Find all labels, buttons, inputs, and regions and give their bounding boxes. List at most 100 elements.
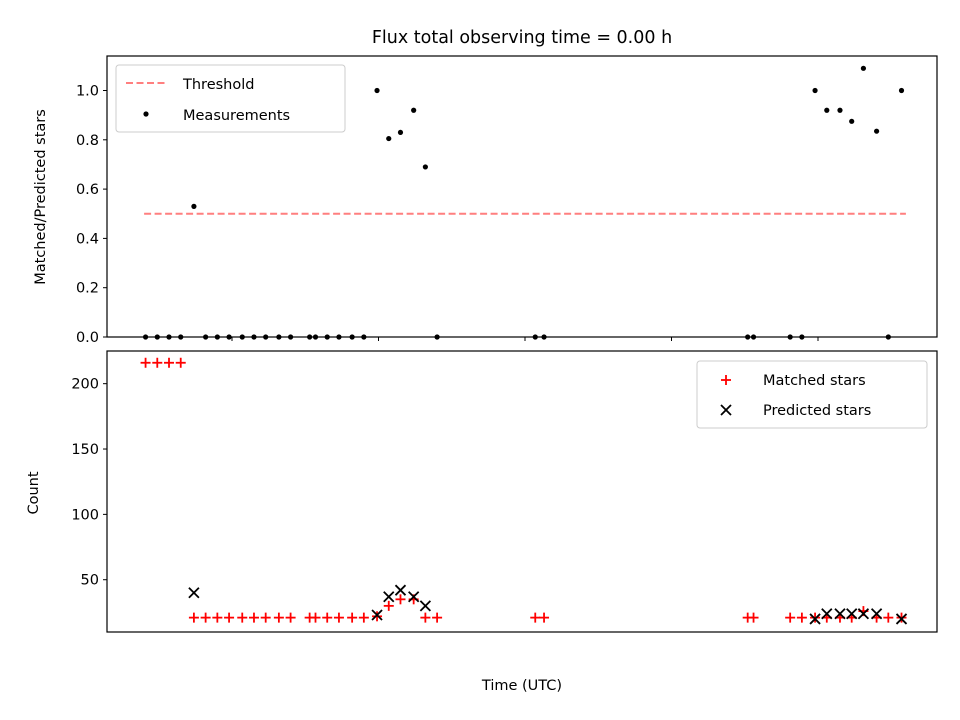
chart-title: Flux total observing time = 0.00 h xyxy=(372,28,672,48)
count-legend-box xyxy=(696,360,928,429)
legend-x-marker-b xyxy=(720,404,732,416)
matched-star-point xyxy=(248,612,259,623)
predicted-star-point-b xyxy=(870,608,883,620)
predicted-star-point xyxy=(394,584,407,596)
predicted-star-point-b xyxy=(408,591,420,603)
predicted-star-point-b xyxy=(419,600,432,612)
count-ytick-label: 200 xyxy=(71,377,99,393)
matched-star-point xyxy=(420,612,431,623)
matched-star-point xyxy=(333,612,344,623)
predicted-star-point-b xyxy=(895,613,908,625)
matched-star-point xyxy=(224,612,235,623)
predicted-star-point xyxy=(821,608,833,620)
matched-star-point xyxy=(140,357,151,368)
predicted-star-point-b xyxy=(834,608,846,620)
count-ytick-label: 150 xyxy=(71,442,99,458)
count-panel: 5010015020021:0022:0023:0000:0001:00 Cou… xyxy=(26,350,938,694)
matched-star-point xyxy=(539,612,550,623)
measurement-point xyxy=(849,118,855,124)
matched-star-point xyxy=(748,612,759,623)
predicted-star-point xyxy=(870,608,883,620)
legend-predicted-swatch xyxy=(720,404,732,416)
measurement-point xyxy=(411,107,417,113)
legend-matched-swatch xyxy=(721,375,731,385)
predicted-star-point-b xyxy=(821,608,833,620)
matched-star-point xyxy=(395,594,406,605)
measurement-point xyxy=(812,87,818,94)
ratio-legend-box xyxy=(115,64,346,133)
matched-star-point xyxy=(347,612,358,623)
legend-measurements-label: Measurements xyxy=(183,108,290,124)
predicted-star-point xyxy=(846,608,858,620)
measurement-point xyxy=(874,128,880,134)
measurement-point xyxy=(191,203,197,209)
matched-star-point xyxy=(530,612,541,623)
predicted-star-point-b xyxy=(383,591,395,603)
measurement-point xyxy=(824,107,830,113)
matched-star-point xyxy=(175,357,186,368)
matched-star-point xyxy=(188,612,199,623)
predicted-star-point xyxy=(834,608,846,620)
matched-star-point xyxy=(212,612,223,623)
legend-x-marker xyxy=(720,404,732,416)
matched-star-point xyxy=(796,612,807,623)
predicted-star-point xyxy=(857,608,870,620)
count-ytick-label: 100 xyxy=(71,507,99,523)
predicted-star-point xyxy=(408,591,420,603)
predicted-star-point xyxy=(419,600,432,612)
ratio-panel: 0.0 0.2 0.4 0.6 0.8 1.0 Matched/Predicted sta… xyxy=(33,55,938,346)
ratio-ytick-label: 0.6 xyxy=(76,182,99,198)
count-y-axis-label: Count xyxy=(26,471,42,514)
matched-star-point xyxy=(152,357,163,368)
ratio-y-axis-label: Matched/Predicted stars xyxy=(33,109,49,285)
matched-star-point xyxy=(810,612,821,623)
legend-plus-marker xyxy=(721,375,731,385)
measurement-point xyxy=(374,87,380,94)
legend-matched-label: Matched stars xyxy=(763,373,866,389)
measurement-point xyxy=(898,87,905,94)
matched-star-point xyxy=(310,612,321,623)
count-axes-frame xyxy=(106,350,938,633)
matched-star-point xyxy=(273,612,284,623)
predicted-star-point xyxy=(188,587,200,599)
matched-star-point xyxy=(200,612,211,623)
matched-star-point xyxy=(260,612,271,623)
count-legend: Matched stars Predicted stars xyxy=(696,360,928,429)
ratio-axis-ticks: 0.0 0.2 0.4 0.6 0.8 1.0 xyxy=(76,84,819,346)
predicted-star-point-b xyxy=(846,608,858,620)
ratio-legend: Threshold Measurements xyxy=(115,64,346,133)
predicted-star-point-b xyxy=(394,584,407,596)
matched-star-point xyxy=(322,612,333,623)
predicted-star-point-b xyxy=(371,609,383,621)
predicted-star-point-b xyxy=(809,613,821,625)
measurement-point xyxy=(397,129,404,136)
measurement-point xyxy=(422,164,428,170)
predicted-star-point-b xyxy=(857,608,870,620)
matched-star-point xyxy=(285,612,296,623)
count-plot-area xyxy=(140,357,908,625)
ratio-ytick-label: 1.0 xyxy=(76,84,99,100)
matched-star-point xyxy=(358,612,369,623)
matched-star-point xyxy=(237,612,248,623)
matched-star-point xyxy=(785,612,796,623)
measurement-point xyxy=(837,107,843,113)
matched-star-point xyxy=(432,612,443,623)
predicted-star-point xyxy=(895,613,908,625)
matched-star-point xyxy=(372,611,383,622)
predicted-star-point xyxy=(371,609,383,621)
matched-star-point xyxy=(883,612,894,623)
matched-star-point xyxy=(383,600,394,611)
matched-star-point xyxy=(896,612,907,623)
legend-measurements-swatch xyxy=(143,111,149,117)
legend-predicted-label: Predicted stars xyxy=(763,403,871,419)
x-axis-label: Time (UTC) xyxy=(481,678,562,694)
predicted-star-point-b xyxy=(188,587,200,599)
legend-threshold-label: Threshold xyxy=(182,77,254,93)
ratio-ytick-label: 0.4 xyxy=(76,231,99,247)
ratio-axes-frame xyxy=(106,55,938,338)
ratio-ytick-label: 0.2 xyxy=(76,281,99,297)
count-axis-ticks: 5010015020021:0022:0023:0000:0001:00 xyxy=(71,377,107,589)
ratio-ytick-label: 0.0 xyxy=(76,330,99,346)
count-ytick-label: 50 xyxy=(81,573,99,589)
